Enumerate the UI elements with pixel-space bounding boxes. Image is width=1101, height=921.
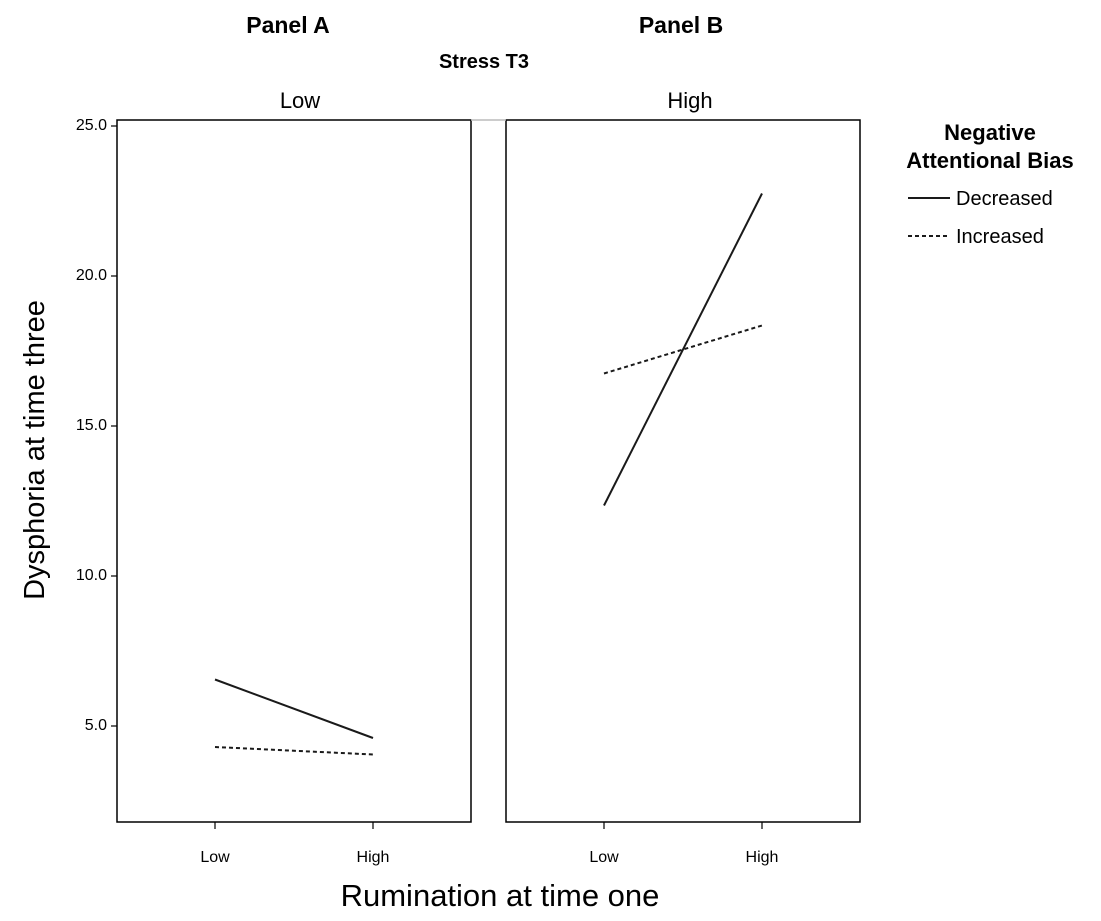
panel-b-frame [505,119,861,823]
y-axis-title: Dysphoria at time three [19,300,51,600]
legend: Negative Attentional Bias Decreased Incr… [906,120,1073,248]
x-axis-title: Rumination at time one [341,878,660,913]
y-tick-label-25: 25.0 [76,117,107,134]
legend-label-increased: Increased [956,226,1044,248]
series-line-panel-b-decreased [603,193,763,506]
series-group [214,193,763,756]
x-tick-label-b-high: High [746,849,779,866]
panel-a-frame [116,119,472,823]
y-axis: 5.0 10.0 15.0 20.0 25.0 [76,117,117,734]
y-tick-label-10: 10.0 [76,567,107,584]
x-tick-label-b-low: Low [589,849,619,866]
facet-title: Stress T3 [439,51,529,73]
panel-b-title: Panel B [639,12,723,38]
series-line-panel-a-increased [214,746,374,756]
y-tick-label-15: 15.0 [76,417,107,434]
facet-label-high: High [667,88,712,113]
legend-title-line1: Negative [944,120,1036,145]
x-axis: Low High Low High [200,822,778,866]
y-tick-label-20: 20.0 [76,267,107,284]
x-tick-label-a-low: Low [200,849,230,866]
panel-a-title: Panel A [246,12,330,38]
series-line-panel-a-decreased [214,678,374,739]
x-tick-label-a-high: High [357,849,390,866]
facet-label-low: Low [280,88,320,113]
y-tick-label-5: 5.0 [85,717,107,734]
legend-title-line2: Attentional Bias [906,148,1073,173]
legend-label-decreased: Decreased [956,188,1053,210]
